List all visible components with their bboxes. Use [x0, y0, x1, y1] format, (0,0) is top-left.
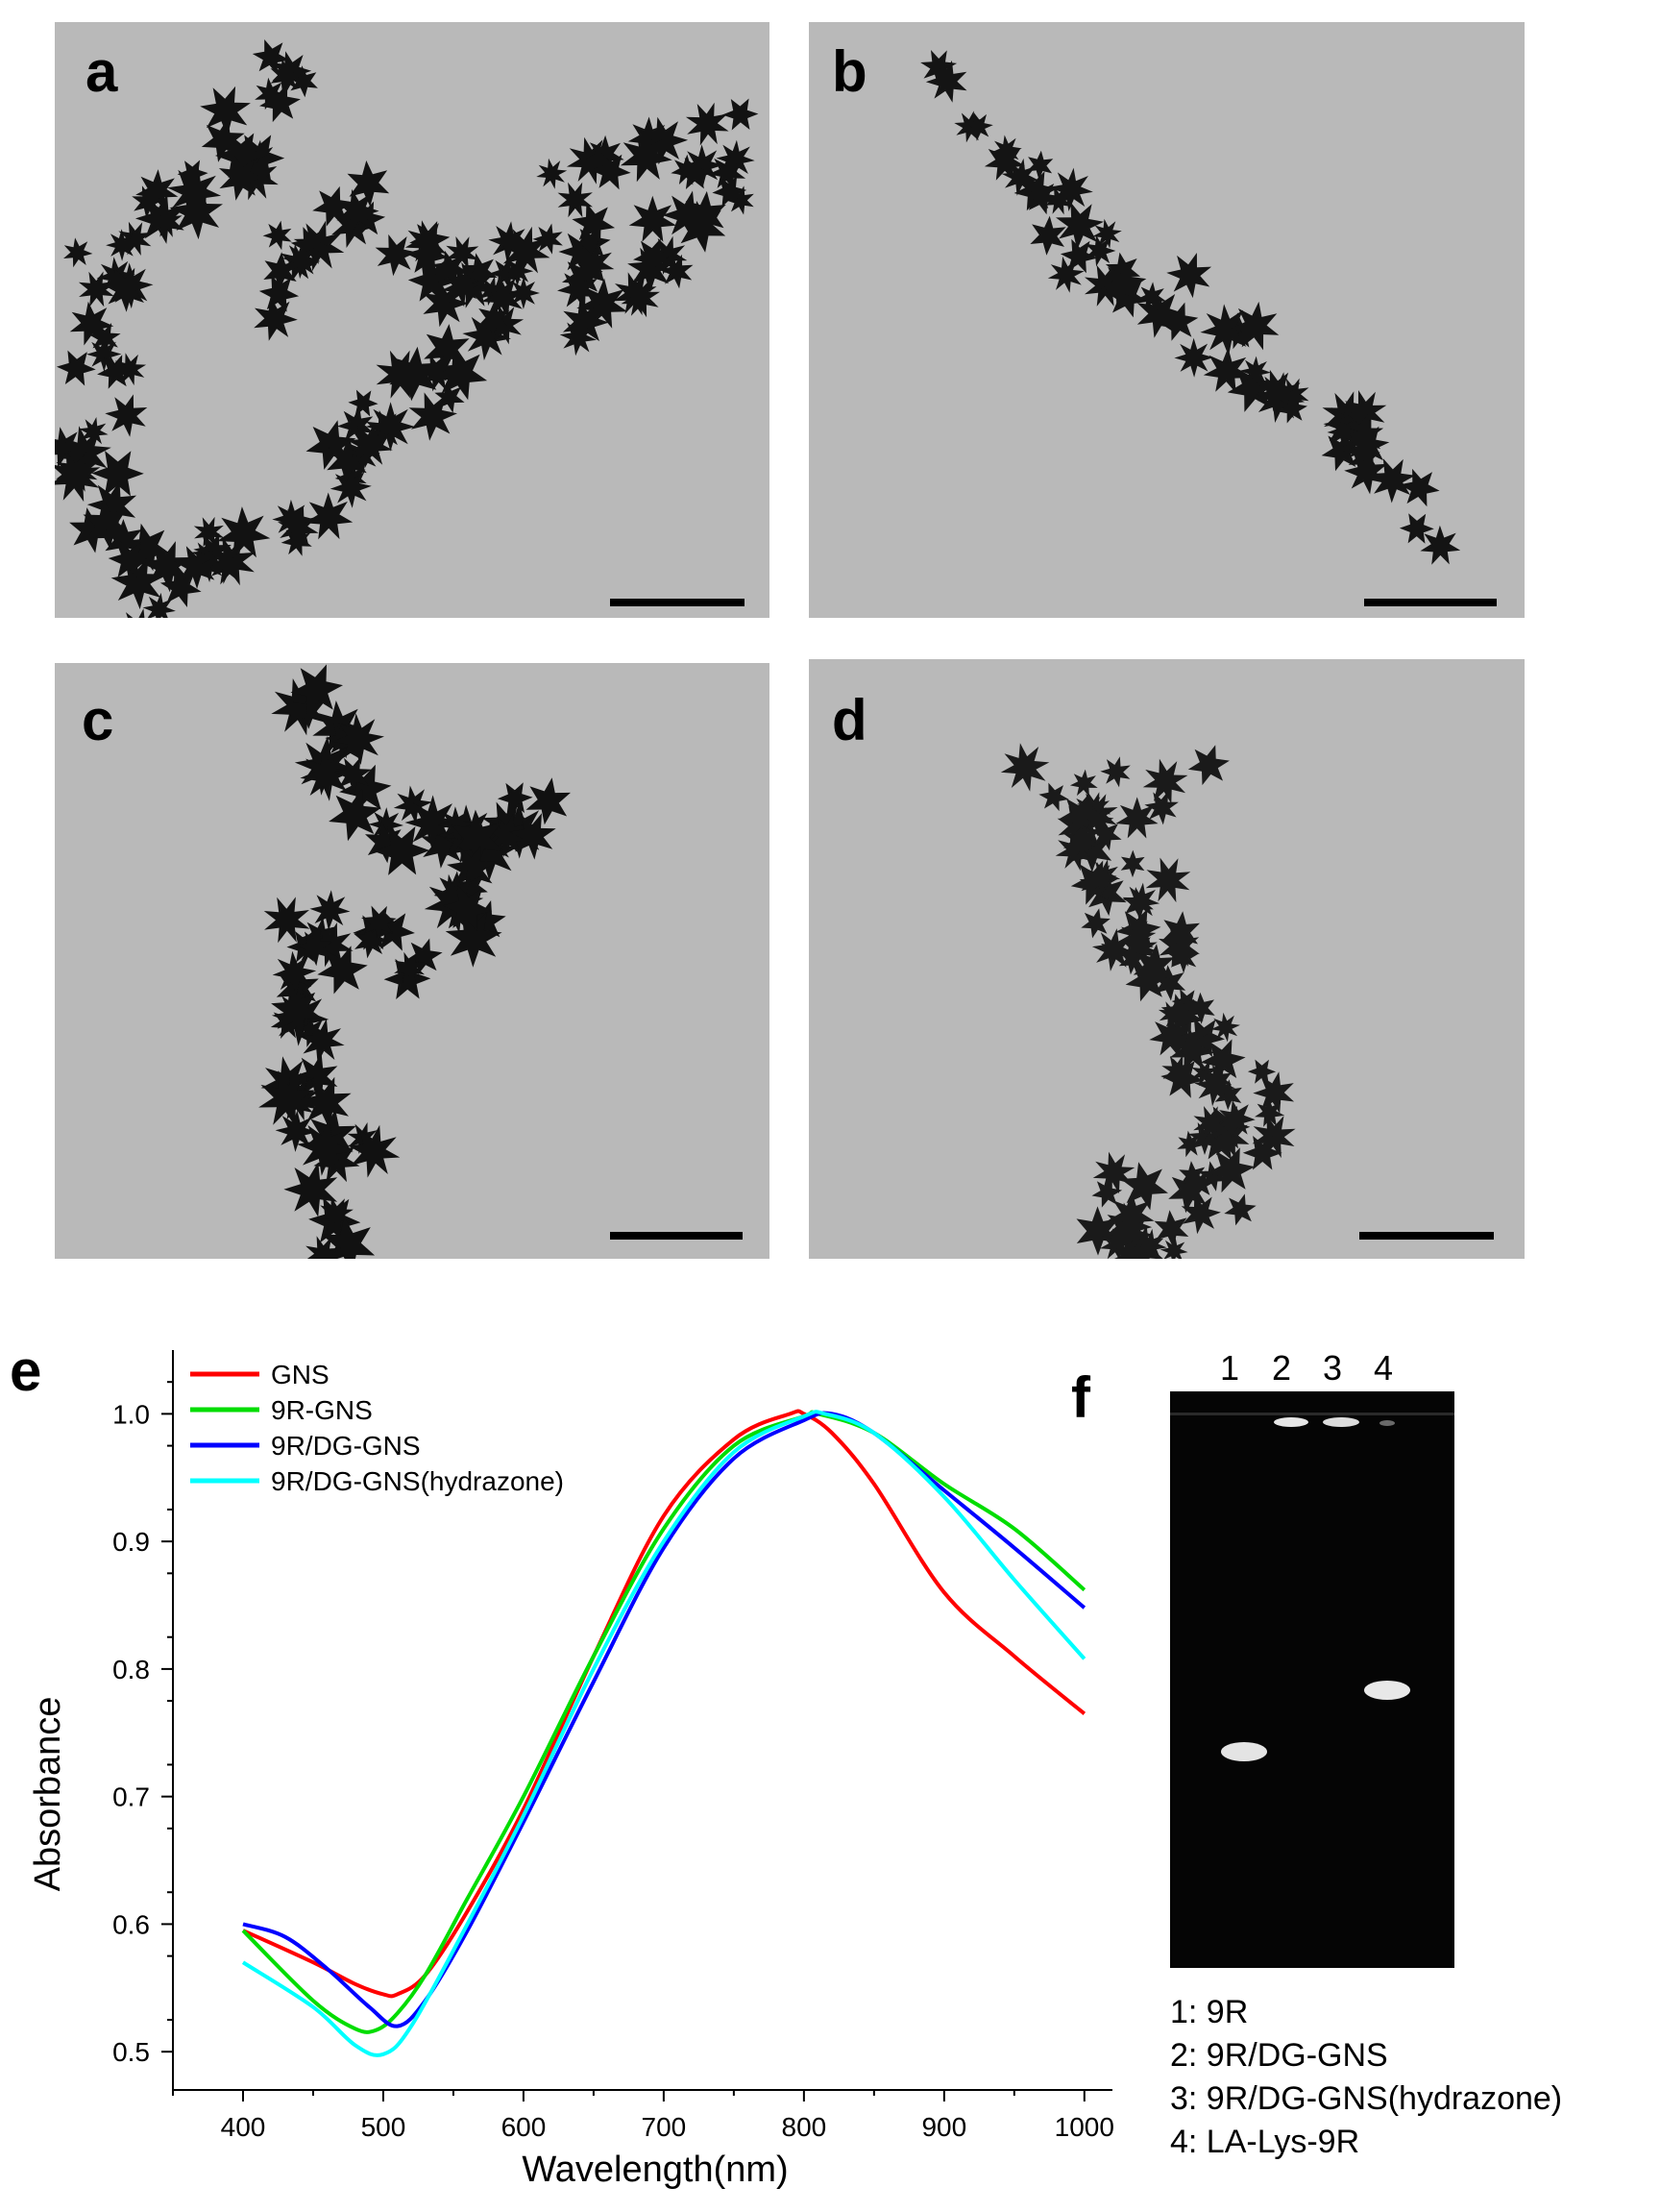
panel-label-a: a	[85, 39, 118, 104]
x-tick-label: 400	[221, 2112, 266, 2142]
lane-number-3: 3	[1323, 1348, 1343, 1388]
panel-label-b: b	[832, 39, 867, 104]
gel-legend-4: 4: LA-Lys-9R	[1170, 2124, 1360, 2160]
panel-label-e: e	[10, 1339, 41, 1403]
legend-label-1: GNS	[271, 1360, 330, 1389]
y-tick-label: 1.0	[112, 1399, 150, 1429]
series-line-1	[242, 1409, 1086, 1999]
y-tick-label: 0.8	[112, 1655, 150, 1684]
tem-image-c: c	[55, 663, 769, 1259]
x-axis-label: Wavelength(nm)	[522, 2150, 788, 2190]
gel-legend-3: 3: 9R/DG-GNS(hydrazone)	[1170, 2080, 1563, 2117]
chart-legend: GNS 9R-GNS 9R/DG-GNS 9R/DG-GNS(hydrazone)	[190, 1360, 564, 1496]
nanostar-cluster-b	[920, 50, 1461, 565]
lane-number-4: 4	[1374, 1348, 1394, 1388]
y-tick-label: 0.5	[112, 2037, 150, 2067]
gel-band-lane4-faint	[1379, 1420, 1395, 1426]
chart-series-lines	[241, 1409, 1086, 2057]
series-line-3	[242, 1411, 1086, 2028]
tem-image-a: a	[55, 22, 769, 618]
y-tick-label: 0.7	[112, 1782, 150, 1812]
lane-number-2: 2	[1272, 1348, 1292, 1388]
nanostar-cluster-c	[258, 664, 571, 1259]
panel-label-c: c	[82, 688, 114, 752]
x-tick-label: 1000	[1055, 2112, 1114, 2142]
x-tick-label: 600	[501, 2112, 547, 2142]
gel-band-lane1	[1221, 1742, 1267, 1761]
legend-label-2: 9R-GNS	[271, 1395, 373, 1425]
tem-image-b: b	[809, 22, 1525, 618]
electrophoresis-gel	[1170, 1391, 1454, 1968]
absorbance-chart: e 400 500 600 700 800 900 1000 0.5 0.6 0.7 0.8 0.9 1…	[10, 1339, 1114, 2190]
lane-number-1: 1	[1220, 1348, 1240, 1388]
x-tick-label: 500	[361, 2112, 406, 2142]
y-tick-label: 0.9	[112, 1527, 150, 1557]
y-axis-label: Absorbance	[28, 1697, 68, 1892]
nanostar-cluster-a	[55, 39, 759, 618]
panel-label-f: f	[1071, 1365, 1090, 1430]
gel-band-lane2	[1274, 1417, 1308, 1427]
x-tick-label: 800	[782, 2112, 827, 2142]
gel-well-line	[1170, 1413, 1454, 1415]
series-line-2	[241, 1410, 1086, 2034]
scale-bar-d	[1359, 1232, 1494, 1240]
gel-band-lane4	[1364, 1681, 1410, 1700]
scale-bar-c	[610, 1232, 743, 1240]
nanostar-cluster-d	[1000, 743, 1296, 1259]
tem-image-d: d	[809, 659, 1525, 1259]
series-line-4	[241, 1410, 1086, 2057]
gel-legend-2: 2: 9R/DG-GNS	[1170, 2037, 1388, 2074]
gel-legend-1: 1: 9R	[1170, 1994, 1249, 2030]
x-tick-label: 700	[642, 2112, 687, 2142]
legend-label-3: 9R/DG-GNS	[271, 1431, 421, 1461]
chart-axes: 400 500 600 700 800 900 1000 0.5 0.6 0.7 0.8 0.9 1.0	[112, 1350, 1114, 2142]
scale-bar-b	[1364, 599, 1497, 606]
panel-label-d: d	[832, 688, 867, 752]
gel-bands	[1170, 1391, 1454, 1968]
gel-band-lane3	[1323, 1417, 1359, 1427]
legend-label-4: 9R/DG-GNS(hydrazone)	[271, 1466, 564, 1496]
x-tick-label: 900	[921, 2112, 966, 2142]
scale-bar-a	[610, 599, 745, 606]
y-tick-label: 0.6	[112, 1909, 150, 1939]
